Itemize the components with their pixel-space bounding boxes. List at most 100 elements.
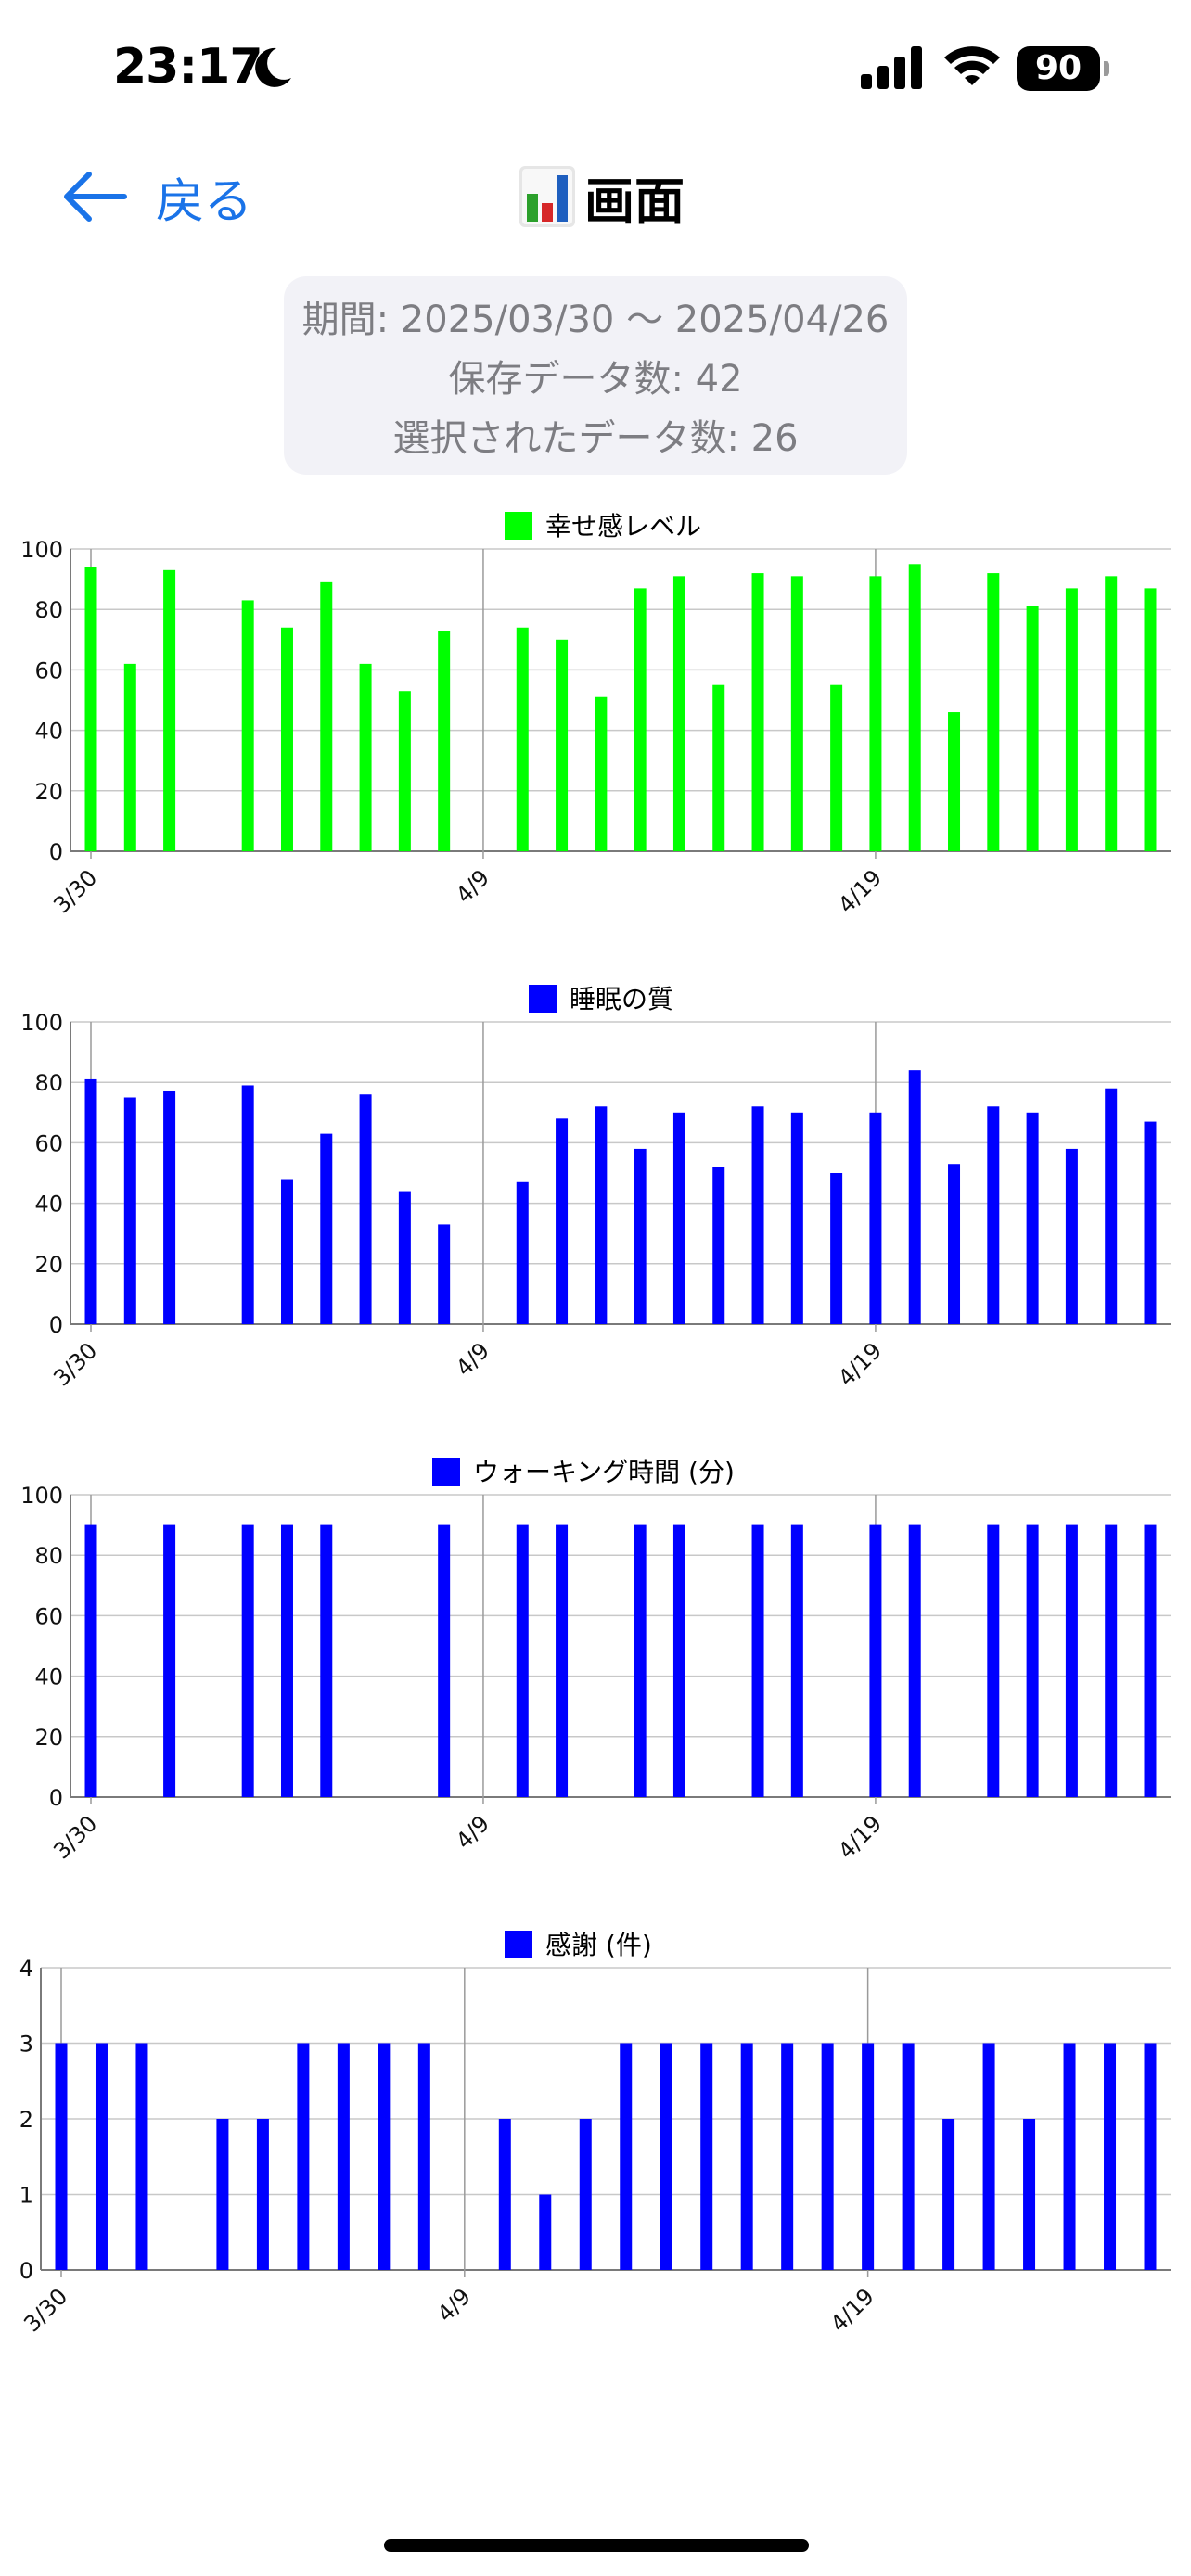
bar <box>498 2119 511 2270</box>
y-tick-label: 60 <box>34 1130 63 1156</box>
y-tick-label: 100 <box>20 537 63 563</box>
bar <box>751 1106 764 1324</box>
bar <box>1065 588 1078 851</box>
bar <box>320 1133 333 1324</box>
y-tick-label: 100 <box>20 1483 63 1509</box>
bar <box>297 2043 310 2270</box>
bar <box>84 1078 97 1324</box>
bar <box>95 2043 108 2270</box>
bar <box>908 564 921 851</box>
bar <box>556 639 569 851</box>
bar <box>751 1524 764 1797</box>
legend-label: 感謝 (件) <box>545 1930 652 1960</box>
bar <box>1063 2043 1076 2270</box>
bar <box>790 576 803 851</box>
bar <box>241 600 254 851</box>
bar <box>241 1524 254 1797</box>
bar <box>908 1524 921 1797</box>
y-tick-label: 40 <box>34 719 63 745</box>
bar <box>1144 1121 1157 1324</box>
bar-chart-icon <box>519 166 575 227</box>
bar <box>740 2043 753 2270</box>
bar <box>320 1524 333 1797</box>
y-tick-label: 4 <box>19 1956 33 1982</box>
cellular-signal-icon <box>861 46 922 89</box>
x-tick-label: 4/19 <box>833 864 887 918</box>
bar <box>516 627 529 851</box>
bar <box>438 631 451 851</box>
bar <box>862 2043 875 2270</box>
bar <box>417 2043 430 2270</box>
navigation-bar: 戻る 画面 <box>0 148 1191 241</box>
page-title: 画面 <box>519 158 685 236</box>
legend-label: 幸せ感レベル <box>545 511 701 542</box>
x-tick-label: 4/9 <box>451 1337 494 1381</box>
bar <box>948 1164 961 1324</box>
y-tick-label: 40 <box>34 1664 63 1690</box>
y-tick-label: 80 <box>34 597 63 623</box>
bar <box>556 1524 569 1797</box>
legend-swatch <box>529 985 557 1013</box>
bar <box>672 1524 685 1797</box>
bar <box>1105 576 1118 851</box>
bar <box>790 1112 803 1324</box>
bar <box>516 1524 529 1797</box>
bar <box>712 1167 725 1324</box>
bar <box>320 581 333 851</box>
back-label: 戻る <box>156 173 253 230</box>
gratitude-chart: 感謝 (件) 0 1 2 3 4 3/30 4/9 4/19 <box>0 1910 1191 2365</box>
y-tick-label: 0 <box>19 2258 33 2284</box>
sleep-quality-chart: 睡眠の質 0 20 40 60 80 100 3/30 4/9 4/19 <box>0 964 1191 1419</box>
bar <box>55 2043 68 2270</box>
bar <box>556 1118 569 1324</box>
y-tick-label: 0 <box>49 839 63 865</box>
legend-label: ウォーキング時間 (分) <box>473 1457 735 1487</box>
moon-icon <box>255 47 291 87</box>
legend-label: 睡眠の質 <box>570 984 673 1014</box>
x-tick-label: 4/9 <box>451 1810 494 1854</box>
x-tick-label: 4/9 <box>451 864 494 908</box>
back-button[interactable]: 戻る <box>61 159 252 234</box>
saved-count-text: 保存データ数: 42 <box>448 358 743 401</box>
bar <box>672 576 685 851</box>
bar <box>280 1179 293 1324</box>
period-text: 期間: 2025/03/30 〜 2025/04/26 <box>301 299 890 341</box>
chart-legend: ウォーキング時間 (分) <box>432 1457 735 1487</box>
bar <box>1144 588 1157 851</box>
bar <box>280 627 293 851</box>
bar <box>987 573 1000 851</box>
battery-level: 90 <box>1034 49 1082 87</box>
y-tick-label: 80 <box>34 1543 63 1569</box>
y-tick-label: 0 <box>49 1785 63 1811</box>
happiness-chart-svg: 幸せ感レベル 0 20 40 60 80 100 3/30 4/9 4/19 <box>20 511 1171 918</box>
bar <box>1144 1524 1157 1797</box>
bar <box>982 2043 995 2270</box>
bar <box>163 1524 176 1797</box>
bar <box>359 1094 372 1324</box>
sleep-quality-chart-svg: 睡眠の質 0 20 40 60 80 100 3/30 4/9 4/19 <box>20 984 1171 1391</box>
bar <box>1023 2119 1036 2270</box>
summary-box: 期間: 2025/03/30 〜 2025/04/26 保存データ数: 42 選… <box>284 276 907 475</box>
bar <box>751 573 764 851</box>
bar <box>1105 1088 1118 1324</box>
legend-swatch <box>505 1931 532 1958</box>
y-tick-label: 20 <box>34 1725 63 1751</box>
bar <box>438 1524 451 1797</box>
bar <box>280 1524 293 1797</box>
x-tick-label: 4/9 <box>432 2283 476 2327</box>
bar <box>1065 1524 1078 1797</box>
y-tick-label: 20 <box>34 779 63 805</box>
y-tick-label: 80 <box>34 1070 63 1096</box>
bar <box>163 569 176 851</box>
bar <box>595 1106 608 1324</box>
bar <box>712 684 725 851</box>
bar <box>359 663 372 851</box>
battery-indicator: 90 <box>1017 46 1100 91</box>
bar <box>948 712 961 851</box>
bar <box>438 1224 451 1324</box>
bar <box>337 2043 350 2270</box>
bar <box>84 567 97 851</box>
bar <box>579 2119 592 2270</box>
y-tick-label: 0 <box>49 1312 63 1338</box>
bar <box>1144 2043 1157 2270</box>
